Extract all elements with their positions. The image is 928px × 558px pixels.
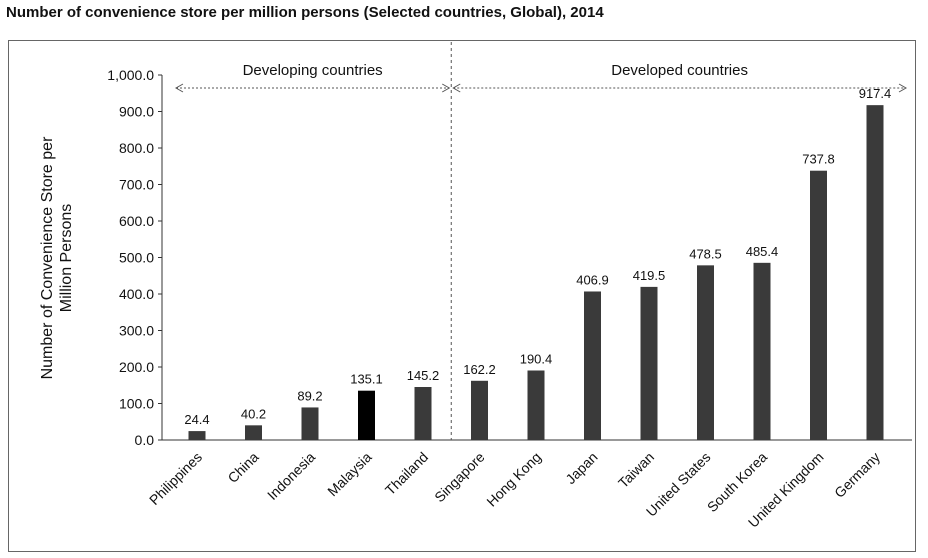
y-tick-label: 900.0 [119,104,154,120]
bar [527,370,545,440]
bar [358,390,375,440]
data-label: 89.2 [297,388,322,403]
group-arrowhead-left [452,83,461,93]
x-tick-label: Malaysia [324,449,375,500]
data-label: 406.9 [576,272,609,287]
x-tick-label: Philippines [146,449,205,508]
group-label: Developing countries [243,62,383,79]
data-label: 419.5 [633,268,666,283]
y-axis-title: Number of Convenience Store per Million P… [39,136,75,379]
y-tick-label: 600.0 [119,213,154,229]
x-tick-label: Germany [831,449,883,501]
y-tick-label: 100.0 [119,396,154,412]
data-label: 737.8 [802,152,835,167]
bar [697,265,714,440]
bar [188,431,206,440]
y-tick-label: 1,000.0 [107,67,154,83]
data-label: 190.4 [520,352,553,367]
data-label: 24.4 [184,412,209,427]
bar [753,262,771,440]
bar [866,105,884,441]
y-tick-label: 300.0 [119,323,154,339]
x-tick-label: Singapore [431,449,488,506]
data-label: 145.2 [407,368,440,383]
group-arrowhead-left [174,83,184,93]
group-arrowhead-right [898,83,908,93]
bar [810,170,827,440]
bar [584,291,601,440]
group-arrowhead-right [442,83,451,93]
y-tick-label: 200.0 [119,359,154,375]
data-label: 40.2 [241,406,266,421]
y-tick-label: 500.0 [119,250,154,266]
x-tick-label: Taiwan [615,449,657,491]
plot-frame [8,40,916,552]
x-tick-label: Hong Kong [483,449,544,510]
x-tick-label: Thailand [382,449,431,498]
bar [414,387,432,440]
x-tick-label: China [224,449,261,486]
bar [471,380,488,440]
bar [301,407,319,440]
data-label: 485.4 [746,244,779,259]
y-tick-label: 400.0 [119,286,154,302]
bar [245,425,262,440]
y-tick-label: 700.0 [119,177,154,193]
chart-title: Number of convenience store per million … [6,4,604,21]
data-label: 917.4 [859,86,892,101]
data-label: 162.2 [463,362,496,377]
x-tick-label: Indonesia [264,449,318,503]
x-tick-label: Japan [562,449,600,487]
group-label: Developed countries [611,62,748,79]
data-label: 478.5 [689,246,722,261]
y-tick-label: 0.0 [135,432,155,448]
y-tick-label: 800.0 [119,140,154,156]
data-label: 135.1 [350,372,383,387]
bar [640,286,658,440]
